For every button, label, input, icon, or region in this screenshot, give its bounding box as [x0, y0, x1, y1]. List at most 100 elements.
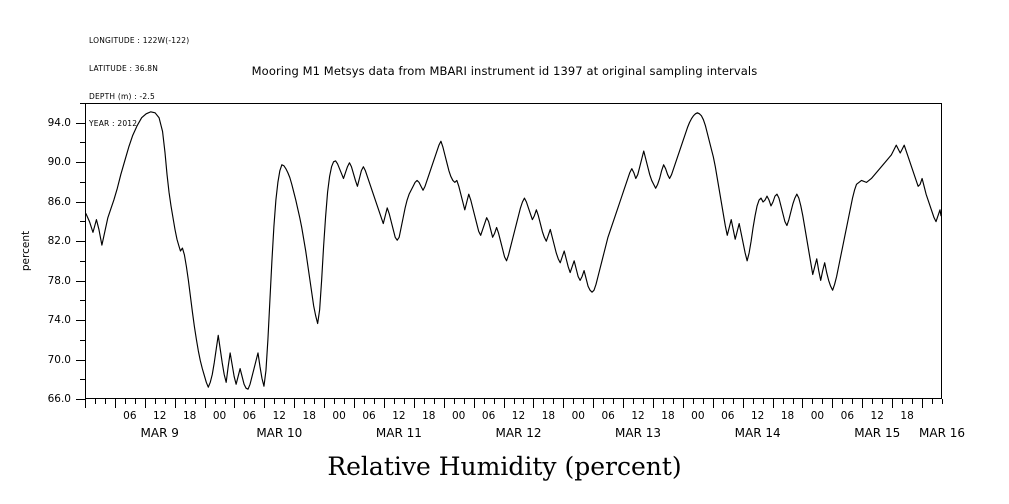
- x-axis-minor-tick: [882, 399, 884, 404]
- y-axis-minor-tick: [80, 181, 85, 183]
- x-axis: 06 12 18 00 06 12 18 00 06 12 18 00 06 12 18 00 06 12 18 00…: [85, 399, 965, 449]
- x-axis-minor-tick: [184, 399, 186, 404]
- x-axis-minor-tick: [194, 399, 196, 404]
- x-axis-minor-tick: [373, 399, 375, 404]
- x-axis-hour-label: 06: [123, 410, 137, 422]
- x-axis-hour-label: 12: [750, 410, 765, 422]
- relative-humidity-line: [86, 111, 941, 390]
- x-axis-minor-tick: [523, 399, 525, 404]
- y-axis-minor-tick: [80, 221, 85, 223]
- x-axis-minor-tick: [214, 399, 216, 404]
- x-axis-minor-tick: [902, 399, 904, 404]
- x-axis-minor-tick: [483, 399, 485, 404]
- x-axis-minor-tick: [124, 399, 126, 404]
- x-axis-minor-tick: [254, 399, 256, 404]
- x-axis-major-tick: [294, 399, 296, 408]
- x-axis-hour-label: 06: [242, 410, 257, 422]
- y-axis-major-tick: [76, 201, 85, 203]
- x-axis-day-label: MAR 15: [854, 426, 901, 440]
- y-axis-minor-tick: [80, 300, 85, 302]
- x-axis-major-tick: [533, 399, 535, 408]
- x-axis-minor-tick: [912, 399, 914, 404]
- y-axis-tick-label: 90.0: [47, 156, 71, 169]
- x-axis-minor-tick: [463, 399, 465, 404]
- y-axis-tick-label: 82.0: [47, 235, 71, 248]
- x-axis-major-tick: [354, 399, 356, 408]
- y-axis-tick-label: 78.0: [47, 274, 71, 287]
- x-axis-hour-label: 12: [272, 410, 286, 422]
- x-axis-major-tick: [324, 399, 326, 408]
- y-axis-tick-label: 94.0: [47, 116, 71, 129]
- metadata-depth: DEPTH (m) : -2.5: [89, 91, 155, 101]
- y-axis-major-tick: [76, 359, 85, 361]
- metadata-longitude: LONGITUDE : 122W(-122): [89, 36, 190, 46]
- y-axis-tick-label: 70.0: [47, 353, 71, 366]
- x-axis-minor-tick: [433, 399, 435, 404]
- x-axis-hour-label: 00: [332, 410, 346, 422]
- x-axis-hour-label: 00: [810, 410, 825, 422]
- x-axis-day-label: MAR 11: [375, 426, 422, 440]
- x-axis-hour-label: 18: [302, 410, 316, 422]
- x-axis-day-label: MAR 10: [256, 426, 303, 440]
- x-axis-minor-tick: [662, 399, 664, 404]
- x-axis-minor-tick: [842, 399, 844, 404]
- x-axis-minor-tick: [692, 399, 694, 404]
- x-axis-day-label: MAR 12: [495, 426, 542, 440]
- x-axis-major-tick: [892, 399, 894, 408]
- x-axis-hour-label: 00: [571, 410, 585, 422]
- x-axis-minor-tick: [513, 399, 515, 404]
- x-axis-minor-tick: [304, 399, 306, 404]
- y-axis-major-tick: [76, 122, 85, 124]
- x-axis-major-tick: [443, 399, 445, 408]
- x-axis-minor-tick: [493, 399, 495, 404]
- x-axis-minor-tick: [702, 399, 704, 404]
- x-axis-minor-tick: [932, 399, 934, 404]
- x-axis-hour-label: 18: [182, 410, 197, 422]
- x-axis-minor-tick: [643, 399, 645, 404]
- x-axis-major-tick: [862, 399, 864, 408]
- x-axis-minor-tick: [553, 399, 555, 404]
- x-axis-minor-tick: [314, 399, 316, 404]
- x-axis-minor-tick: [822, 399, 824, 404]
- x-axis-minor-tick: [344, 399, 346, 404]
- x-axis-hour-label: 06: [601, 410, 615, 422]
- x-axis-day-label: MAR 13: [615, 426, 662, 440]
- x-axis-minor-tick: [573, 399, 575, 404]
- x-axis-hour-label: 18: [422, 410, 436, 422]
- axis-title: Relative Humidity (percent): [327, 452, 682, 481]
- x-axis-minor-tick: [583, 399, 585, 404]
- x-axis-minor-tick: [812, 399, 814, 404]
- x-axis-minor-tick: [104, 399, 106, 404]
- y-axis-minor-tick: [80, 142, 85, 144]
- x-axis-minor-tick: [154, 399, 156, 404]
- x-axis-major-tick: [264, 399, 266, 408]
- x-axis-minor-tick: [613, 399, 615, 404]
- x-axis-hour-label: 06: [481, 410, 496, 422]
- y-axis-minor-tick: [80, 260, 85, 262]
- x-axis-major-tick: [712, 399, 714, 408]
- y-axis: 66.0 70.0 74.0 78.0 82.0 86.0 90.0 94.0: [0, 103, 85, 405]
- x-axis-minor-tick: [423, 399, 425, 404]
- x-axis-minor-tick: [792, 399, 794, 404]
- x-axis-major-tick: [922, 399, 924, 408]
- x-axis-major-tick: [772, 399, 774, 408]
- x-axis-day-label: MAR 14: [734, 426, 781, 440]
- y-axis-minor-tick: [80, 339, 85, 341]
- x-axis-minor-tick: [284, 399, 286, 404]
- x-axis-hour-label: 18: [900, 410, 914, 422]
- x-axis-minor-tick: [453, 399, 455, 404]
- x-axis-hour-label: 06: [362, 410, 376, 422]
- x-axis-minor-tick: [393, 399, 395, 404]
- x-axis-minor-tick: [942, 399, 943, 404]
- x-axis-major-tick: [653, 399, 654, 408]
- x-axis-minor-tick: [364, 399, 366, 404]
- x-axis-hour-label: 18: [780, 410, 795, 422]
- x-axis-hour-label: 12: [153, 410, 167, 422]
- metadata-year: YEAR : 2012: [89, 119, 138, 129]
- y-axis-tick-label: 86.0: [47, 195, 71, 208]
- x-axis-hour-label: 18: [541, 410, 556, 422]
- x-axis-major-tick: [623, 399, 625, 408]
- x-axis-minor-tick: [672, 399, 674, 404]
- x-axis-hour-label: 06: [840, 410, 855, 422]
- x-axis-minor-tick: [872, 399, 874, 404]
